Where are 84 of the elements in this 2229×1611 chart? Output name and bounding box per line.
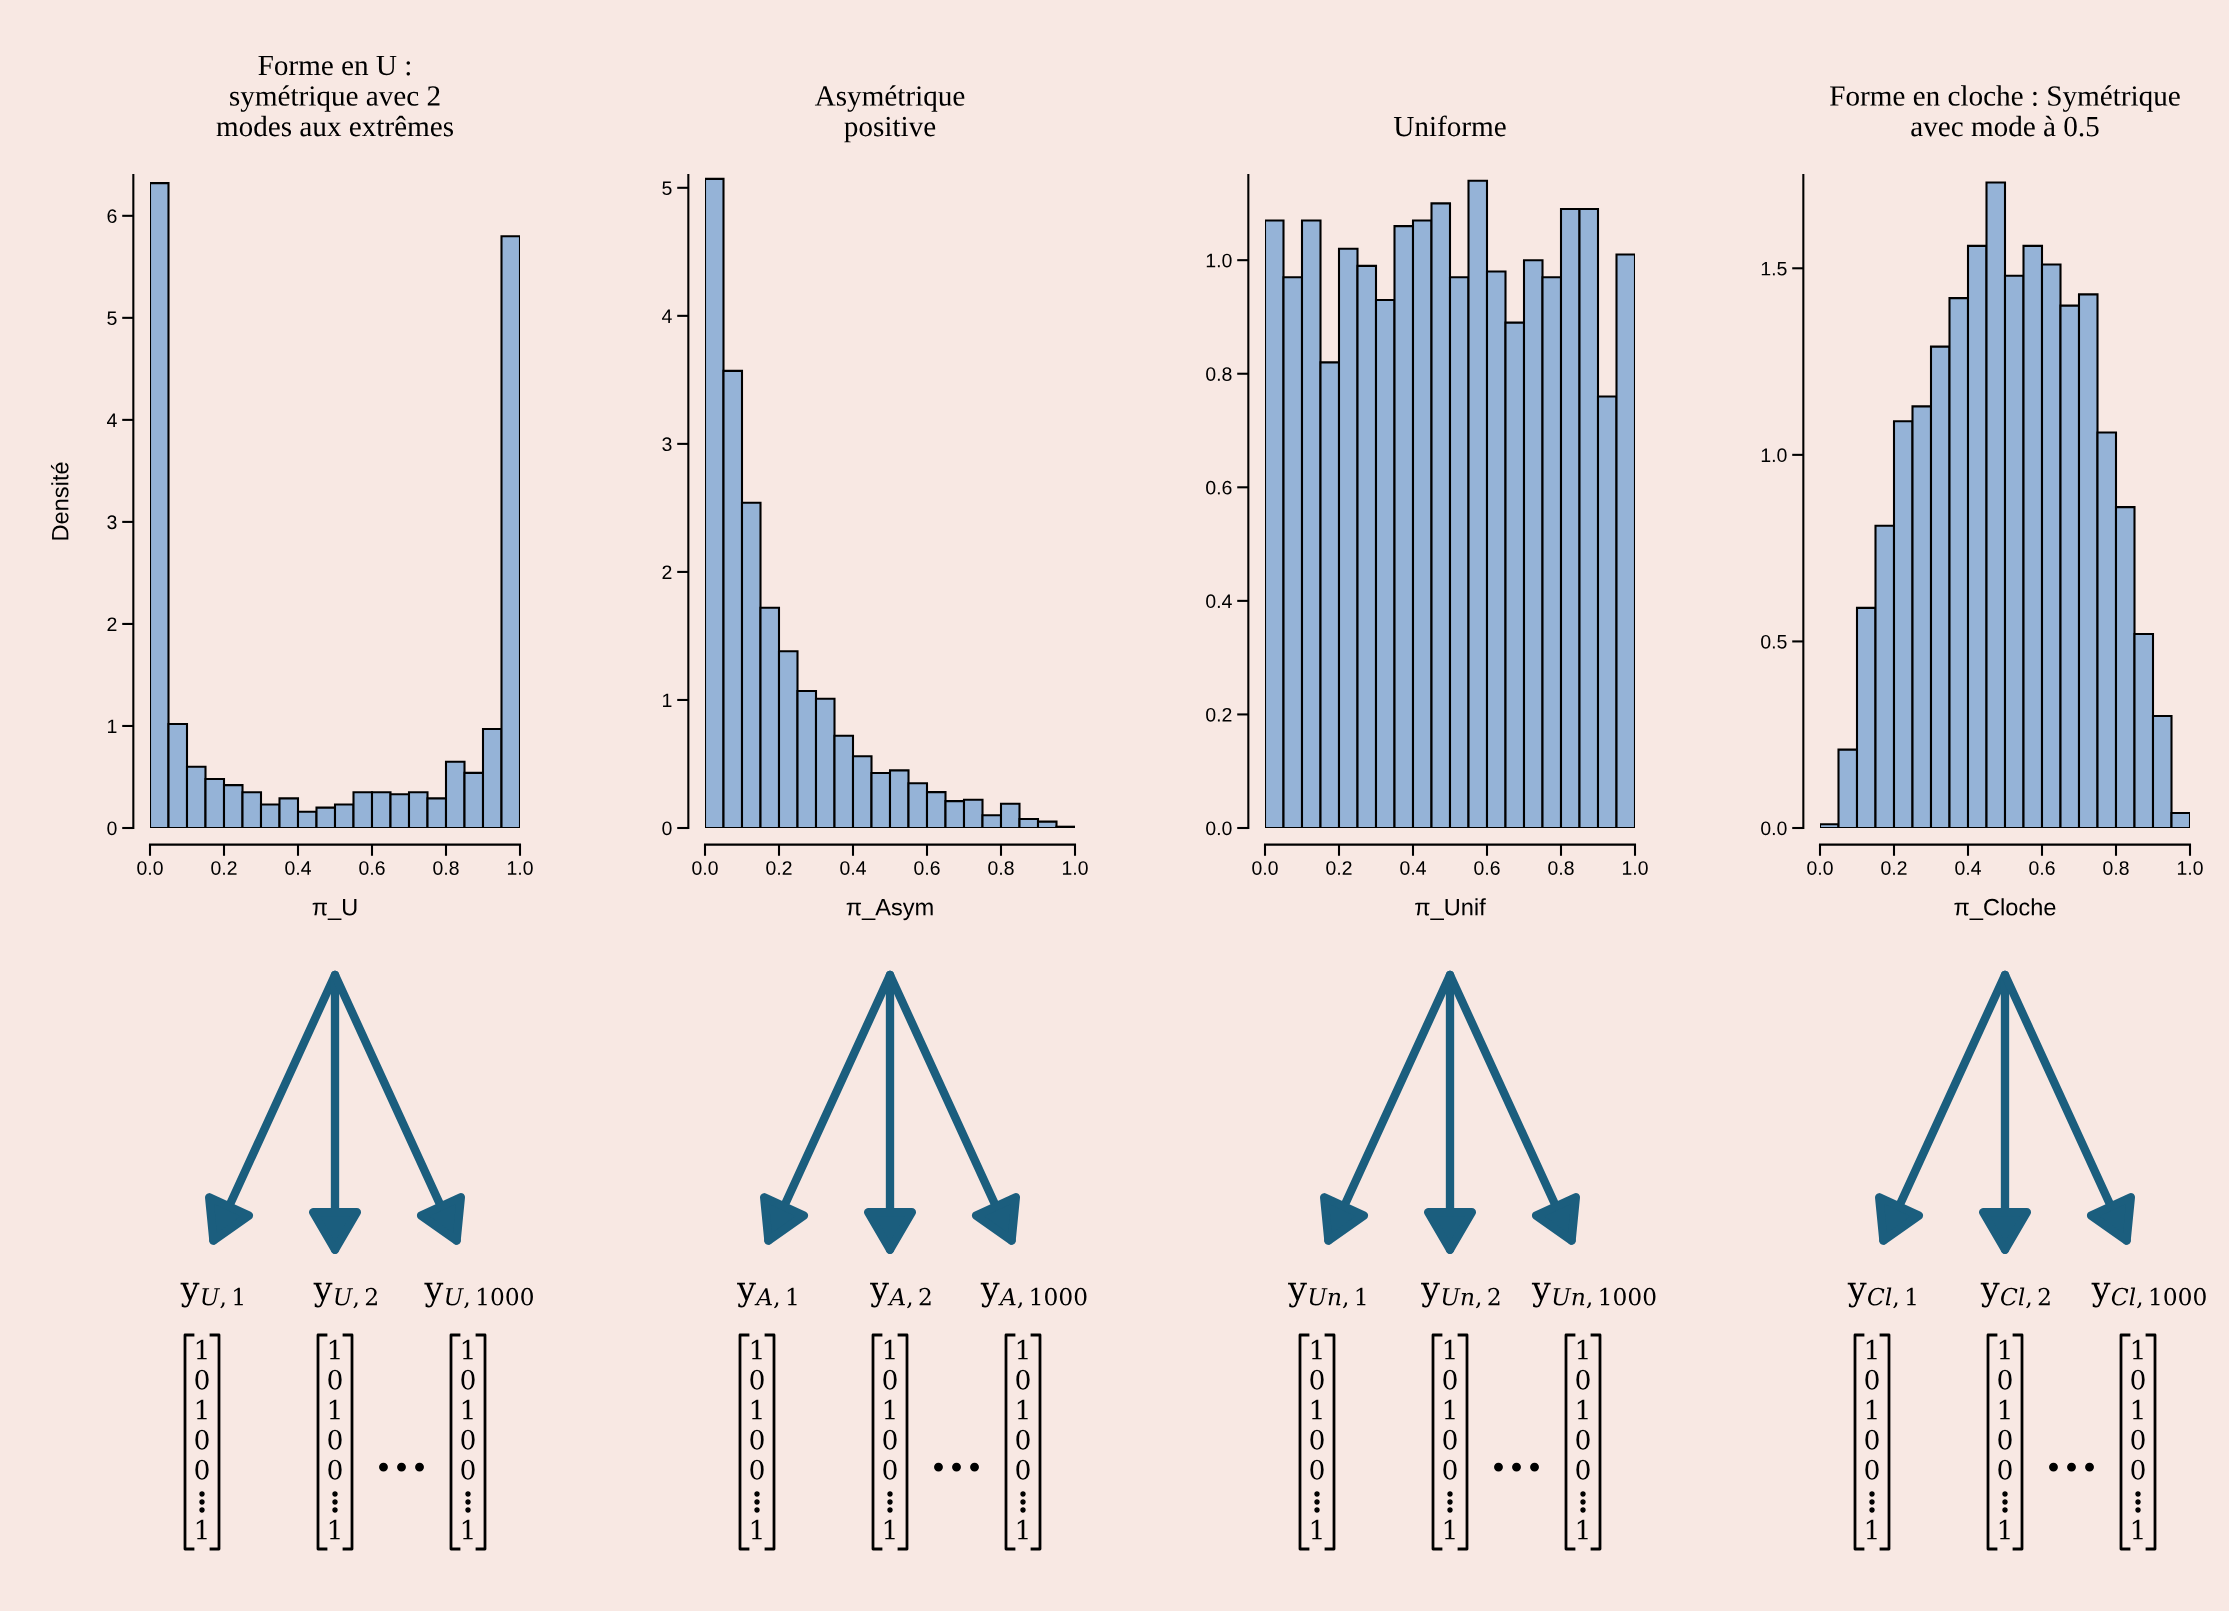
x-tick-label: 0.4 (1955, 861, 1981, 875)
x-axis-title: π_Unif (1415, 898, 1486, 921)
text: ••• (379, 1462, 424, 1472)
y-tick-label: 3 (662, 437, 672, 452)
y-tick-label: 1.5 (1761, 261, 1787, 276)
text: ••• (1494, 1462, 1539, 1472)
x-tick-label: 0.0 (1807, 861, 1833, 875)
x-tick-label: 0.4 (1400, 861, 1426, 875)
text: 1 0 1 0 0 1 (1865, 1339, 1879, 1540)
text: 1 0 1 0 0 1 (195, 1339, 209, 1540)
x-tick-label: 0.6 (1474, 861, 1500, 875)
y-axis-title: Densité (50, 462, 69, 540)
x-tick-label: 0.4 (285, 861, 311, 875)
y-tick-label: 5 (107, 311, 117, 326)
text: y$_{Un,2}$ (1421, 1282, 1500, 1309)
x-tick-label: 0.6 (914, 861, 940, 875)
text: y$_{U,2}$ (313, 1282, 377, 1309)
x-tick-label: 0.2 (1326, 861, 1352, 875)
text: 1 0 1 0 0 1 (883, 1339, 897, 1540)
x-tick-label: 0.2 (766, 861, 792, 875)
x-axis-title: π_Cloche (1954, 898, 2056, 921)
x-tick-label: 0.8 (988, 861, 1014, 875)
text: ••• (2049, 1462, 2094, 1472)
text: y$_{Un,1000}$ (1531, 1282, 1656, 1309)
x-tick-label: 1.0 (507, 861, 533, 875)
text: 1 0 1 0 0 1 (2131, 1339, 2145, 1540)
x-tick-label: 0.8 (2103, 861, 2129, 875)
y-tick-label: 4 (106, 413, 117, 427)
x-tick-label: 0.2 (211, 861, 237, 875)
x-tick-label: 0.2 (1881, 861, 1907, 875)
y-tick-label: 1.0 (1761, 448, 1787, 463)
y-tick-label: 2 (662, 565, 672, 579)
text: 1 0 1 0 0 1 (750, 1339, 764, 1540)
text: 1 0 1 0 0 1 (461, 1339, 475, 1540)
text: y$_{Cl,2}$ (1980, 1282, 2050, 1309)
chart-title: Forme en U : symétrique avec 2 modes aux extrêmes (216, 55, 453, 137)
y-tick-label: 0 (107, 821, 117, 836)
text: y$_{U,1000}$ (424, 1282, 533, 1309)
x-tick-label: 0.4 (840, 861, 866, 875)
y-tick-label: 0.8 (1206, 367, 1232, 381)
x-axis-title: π_U (312, 899, 357, 921)
y-tick-label: 2 (107, 617, 117, 631)
y-tick-label: 1.0 (1206, 253, 1232, 268)
text: 1 0 1 0 0 1 (1443, 1339, 1457, 1540)
y-tick-label: 3 (107, 515, 117, 530)
x-tick-label: 0.0 (137, 861, 163, 875)
x-tick-label: 1.0 (1622, 861, 1648, 875)
x-tick-label: 1.0 (1062, 861, 1088, 875)
text: y$_{Un,1}$ (1288, 1282, 1366, 1309)
text: y$_{U,1}$ (180, 1282, 243, 1309)
x-tick-label: 0.6 (2029, 861, 2055, 875)
text: y$_{A,1}$ (737, 1282, 797, 1309)
y-tick-label: 0.6 (1206, 480, 1232, 495)
text: y$_{A,1000}$ (980, 1282, 1087, 1309)
y-tick-label: 0.0 (1761, 821, 1787, 836)
text: y$_{Cl,1000}$ (2091, 1282, 2206, 1309)
chart-title: Asymétrique positive (814, 85, 965, 143)
y-tick-label: 1 (108, 719, 117, 734)
text: y$_{Cl,1}$ (1847, 1282, 1916, 1309)
x-axis-title: π_Asym (846, 899, 933, 921)
y-tick-label: 6 (107, 209, 117, 224)
y-tick-label: 0 (662, 821, 672, 836)
y-tick-label: 5 (662, 181, 672, 196)
x-tick-label: 0.8 (433, 861, 459, 875)
x-tick-label: 0.0 (692, 861, 718, 875)
text: y$_{A,2}$ (870, 1282, 931, 1309)
x-tick-label: 0.6 (359, 861, 385, 875)
y-tick-label: 0.0 (1206, 821, 1232, 836)
text: ••• (934, 1462, 979, 1472)
x-tick-label: 0.0 (1252, 861, 1278, 875)
text: 1 0 1 0 0 1 (328, 1339, 342, 1540)
y-tick-label: 0.2 (1206, 707, 1232, 722)
chart-title: Uniforme (1393, 115, 1506, 137)
x-tick-label: 0.8 (1548, 861, 1574, 875)
y-tick-label: 0.4 (1206, 594, 1232, 609)
text: 1 0 1 0 0 1 (1016, 1339, 1030, 1540)
y-tick-label: 0.5 (1761, 634, 1787, 649)
x-tick-label: 1.0 (2177, 861, 2203, 875)
y-tick-label: 1 (663, 693, 672, 708)
text: 1 0 1 0 0 1 (1310, 1339, 1324, 1540)
y-tick-label: 4 (661, 309, 672, 323)
chart-title: Forme en cloche : Symétrique avec mode à 0.5 (1830, 85, 2180, 137)
text: 1 0 1 0 0 1 (1576, 1339, 1590, 1540)
text: 1 0 1 0 0 1 (1998, 1339, 2012, 1540)
